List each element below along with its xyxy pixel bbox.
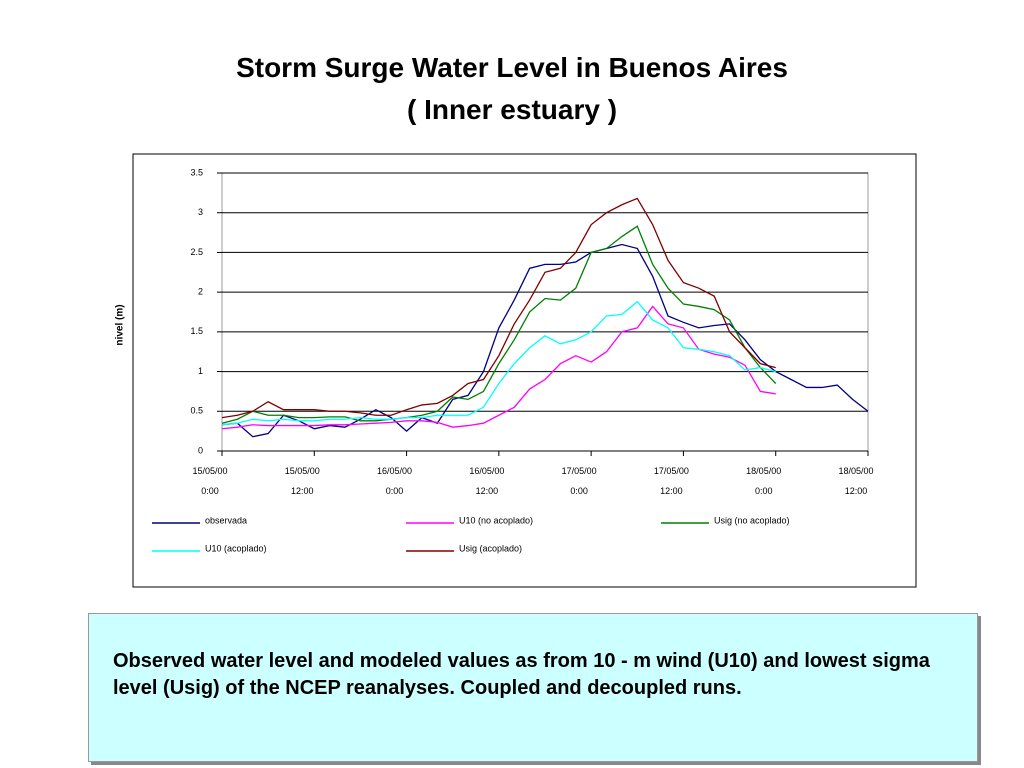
series-line — [221, 197, 776, 419]
x-tick-label: 16/05/00 12:00 — [469, 466, 505, 496]
x-tick-label: 15/05/00 0:00 — [192, 466, 228, 496]
series-line — [221, 305, 776, 430]
chart-frame — [132, 153, 917, 588]
legend-label: U10 (acoplado) — [205, 543, 267, 553]
y-tick-label: 2.5 — [190, 247, 203, 257]
x-tick-label: 17/05/00 12:00 — [653, 466, 689, 496]
caption: Observed water level and modeled values … — [113, 650, 930, 699]
series-line — [221, 225, 777, 424]
chart-title: Storm Surge Water Level in Buenos Aires — [236, 52, 788, 83]
plot-area — [221, 172, 869, 452]
caption-box: Observed water level and modeled values … — [88, 613, 978, 762]
y-tick-label: 3.5 — [190, 167, 203, 177]
x-tick-label: 18/05/00 0:00 — [746, 466, 782, 496]
y-tick-label: 0.5 — [190, 406, 203, 416]
legend-label: observada — [205, 515, 247, 525]
x-tick-label: 18/05/00 12:00 — [838, 466, 874, 496]
x-tick-label: 17/05/00 0:00 — [561, 466, 597, 496]
y-tick-label: 0 — [198, 445, 203, 455]
legend-label: Usig (no acoplado) — [714, 515, 790, 525]
y-tick-label: 1 — [198, 366, 203, 376]
y-axis-label: nivel (m) — [115, 304, 126, 345]
y-tick-label: 1.5 — [190, 326, 203, 336]
chart-subtitle: ( Inner estuary ) — [406, 94, 618, 125]
series-line — [221, 243, 869, 438]
y-tick-label: 3 — [198, 207, 203, 217]
legend-label: Usig (acoplado) — [459, 543, 522, 553]
series-line — [221, 300, 776, 426]
x-tick-label: 15/05/00 12:00 — [284, 466, 320, 496]
y-tick-label: 2 — [198, 287, 203, 297]
legend-label: U10 (no acoplado) — [459, 515, 533, 525]
x-tick-label: 16/05/00 0:00 — [377, 466, 413, 496]
